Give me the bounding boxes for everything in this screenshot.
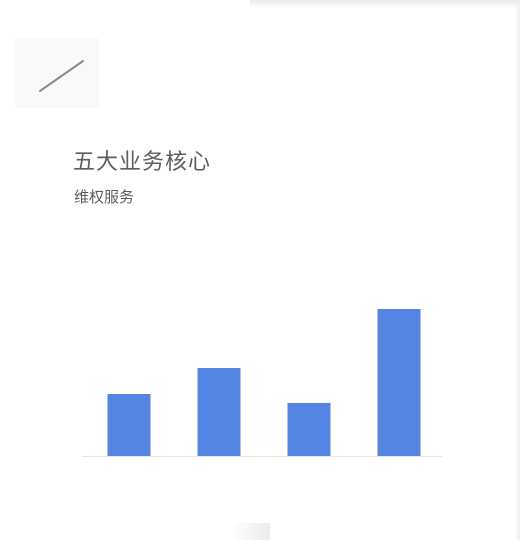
bottom-fade-decoration [232,523,270,540]
diagonal-line-icon [39,60,84,92]
top-edge-shadow [250,0,520,8]
page-subtitle: 维权服务 [74,188,135,206]
bar-2 [197,368,241,456]
right-edge-shadow [514,0,520,540]
bar-3 [287,403,331,456]
bar-1 [107,394,151,456]
bar-group [107,309,421,456]
decorative-slash-tile [15,38,99,108]
page-title: 五大业务核心 [73,150,212,175]
bar-4 [377,309,421,456]
